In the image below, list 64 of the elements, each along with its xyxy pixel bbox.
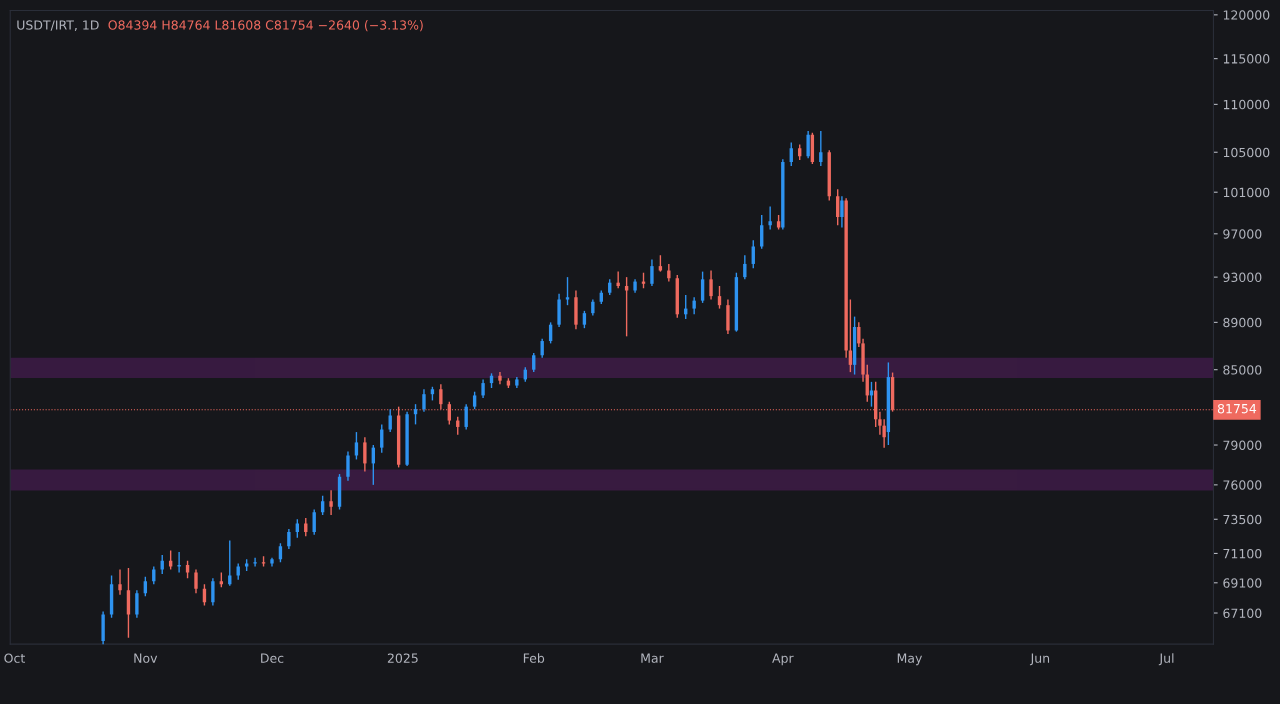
candlestick — [532, 352, 536, 373]
x-tick-label: 2025 — [387, 653, 418, 663]
y-tick-label: 110000 — [1223, 99, 1270, 110]
y-tick-label: 71100 — [1223, 548, 1262, 559]
candlestick — [304, 517, 308, 537]
x-tick-label: Jun — [1029, 653, 1050, 666]
y-tick-label: 105000 — [1223, 147, 1270, 158]
candlestick — [253, 557, 257, 568]
y-tick-label: 79000 — [1223, 440, 1262, 450]
y-tick-label: 93000 — [1223, 272, 1262, 283]
candlestick — [709, 269, 713, 301]
candlestick — [422, 388, 426, 413]
y-tick-label: 69100 — [1223, 578, 1262, 588]
candlestick — [118, 568, 122, 596]
candlestick — [481, 378, 485, 399]
candlestick — [565, 276, 570, 306]
y-tick-label: 76000 — [1223, 480, 1262, 490]
y-tick-label: 120000 — [1223, 10, 1270, 20]
candlestick — [836, 188, 840, 227]
candlestick — [295, 518, 300, 539]
y-tick-label: 85000 — [1223, 365, 1262, 375]
candlestick — [211, 577, 215, 607]
text: O84394 H84764 L81608 C81754 −2640 (−3.13%) — [108, 20, 423, 32]
candlestick — [177, 551, 181, 574]
candlestick — [760, 214, 764, 250]
candlestick — [312, 508, 316, 536]
candlestick — [540, 337, 544, 359]
candlestick — [616, 270, 620, 289]
y-tick-label: 67100 — [1223, 608, 1262, 618]
candlestick — [168, 549, 173, 571]
x-tick-label: Mar — [641, 653, 664, 663]
candlestick — [806, 130, 810, 159]
text: USDT/IRT, 1D — [17, 20, 99, 32]
candlestick — [135, 589, 139, 619]
candlestick — [143, 576, 148, 597]
candlestick — [194, 568, 198, 594]
candlestick — [819, 130, 823, 167]
y-tick-label: 101000 — [1223, 187, 1270, 198]
x-tick-label: Jul — [1158, 653, 1174, 666]
candlestick — [840, 195, 844, 229]
candlestick — [667, 263, 671, 283]
candlestick — [228, 539, 232, 587]
y-tick-label: 115000 — [1223, 54, 1270, 64]
candlestick — [346, 450, 350, 482]
candlestick — [287, 528, 291, 550]
candlestick — [768, 205, 772, 231]
candlestick — [743, 254, 747, 281]
x-tick-label: Oct — [4, 653, 25, 663]
candlestick — [363, 436, 367, 473]
x-tick-label: Apr — [772, 653, 794, 666]
candlestick — [388, 408, 392, 433]
x-tick-label: Dec — [261, 653, 284, 663]
y-tick-label: 89000 — [1223, 317, 1262, 328]
x-tick-label: May — [897, 653, 923, 666]
candlestick — [329, 489, 333, 516]
x-tick-label: Nov — [134, 653, 158, 663]
ref-line-label: 81754 — [1217, 403, 1257, 414]
candlestick — [700, 270, 705, 304]
candlestick — [789, 141, 793, 167]
x-tick-label: Feb — [523, 653, 545, 663]
y-tick-label: 73500 — [1223, 514, 1262, 525]
y-tick-label: 97000 — [1223, 229, 1262, 239]
candlestick — [650, 258, 654, 287]
candlestick — [439, 383, 443, 410]
